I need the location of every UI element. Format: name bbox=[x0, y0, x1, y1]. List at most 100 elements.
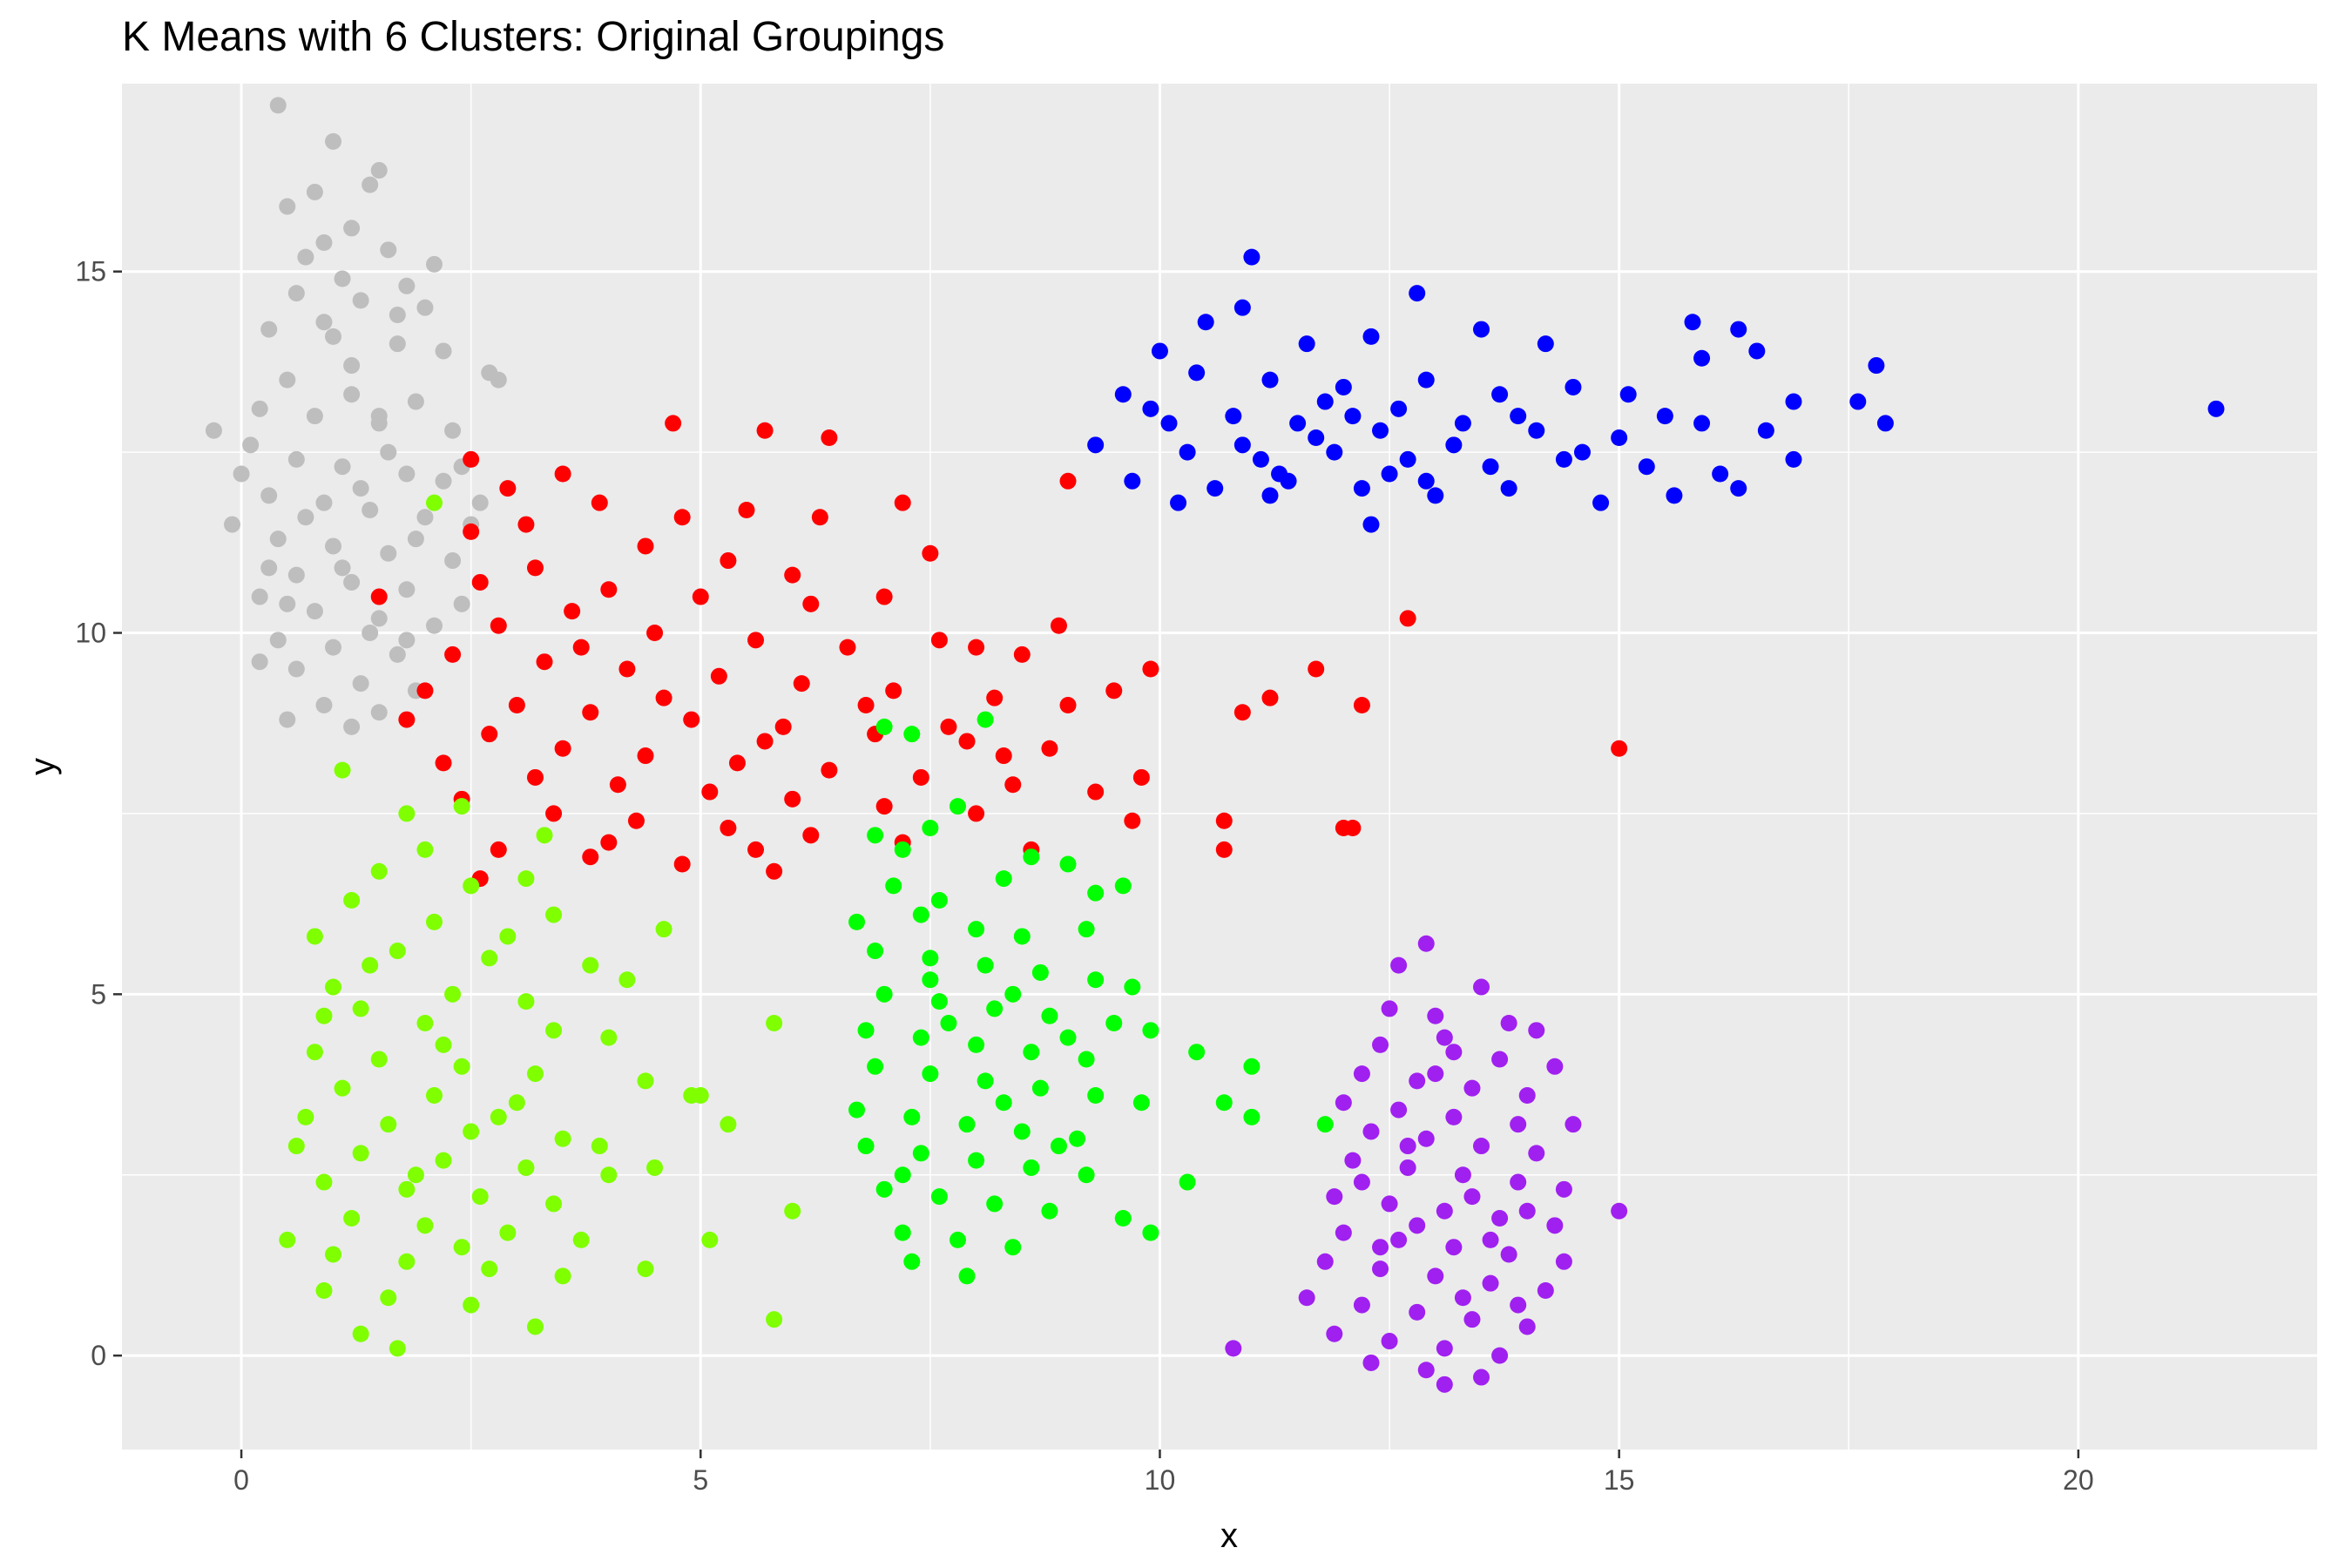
data-point bbox=[1243, 1058, 1260, 1075]
data-point bbox=[315, 234, 333, 252]
data-point bbox=[1170, 494, 1187, 511]
data-point bbox=[370, 408, 388, 425]
data-point bbox=[1730, 480, 1747, 497]
data-point bbox=[398, 632, 416, 649]
data-point bbox=[1372, 1036, 1389, 1053]
data-point bbox=[306, 183, 323, 200]
data-point bbox=[821, 761, 838, 779]
data-point bbox=[968, 639, 985, 656]
data-point bbox=[1004, 1239, 1022, 1256]
data-point bbox=[1308, 429, 1325, 447]
data-point bbox=[398, 1180, 416, 1198]
data-point bbox=[1482, 1274, 1499, 1292]
data-point bbox=[444, 552, 462, 570]
data-point bbox=[1271, 465, 1288, 483]
data-point bbox=[380, 443, 397, 461]
data-point bbox=[857, 1138, 875, 1155]
data-point bbox=[398, 1253, 416, 1270]
data-point bbox=[564, 603, 581, 620]
data-point bbox=[352, 292, 369, 309]
data-point bbox=[343, 718, 361, 735]
data-point bbox=[1124, 472, 1141, 490]
data-point bbox=[1454, 415, 1471, 432]
data-point bbox=[471, 494, 489, 511]
data-point bbox=[1142, 400, 1159, 417]
data-point bbox=[673, 855, 691, 873]
data-point bbox=[370, 704, 388, 721]
data-point bbox=[1528, 1145, 1545, 1162]
data-point bbox=[362, 956, 379, 974]
data-point bbox=[545, 805, 563, 822]
data-point bbox=[370, 588, 388, 605]
data-point bbox=[582, 956, 599, 974]
data-point bbox=[463, 450, 480, 468]
data-point bbox=[1473, 978, 1490, 996]
data-point bbox=[380, 1116, 397, 1133]
data-point bbox=[1684, 314, 1701, 331]
data-point bbox=[425, 617, 443, 634]
x-tick-label: 20 bbox=[2063, 1464, 2094, 1496]
data-point bbox=[784, 566, 801, 584]
axis-ticks: 0 5 10 15 20 0 5 10 15 bbox=[75, 256, 2093, 1496]
data-point bbox=[1528, 1022, 1545, 1039]
data-point bbox=[1491, 1347, 1509, 1364]
data-point bbox=[297, 1108, 314, 1125]
data-point bbox=[940, 1015, 957, 1032]
data-point bbox=[1510, 1296, 1527, 1314]
data-point bbox=[490, 1108, 507, 1125]
data-point bbox=[646, 625, 664, 642]
data-point bbox=[1362, 328, 1380, 345]
data-point bbox=[857, 696, 875, 713]
data-point bbox=[1592, 494, 1610, 511]
data-point bbox=[1693, 415, 1711, 432]
data-point bbox=[435, 1152, 452, 1169]
data-point bbox=[885, 682, 902, 700]
data-point bbox=[526, 768, 544, 786]
data-point bbox=[1463, 1311, 1481, 1328]
data-point bbox=[637, 747, 654, 765]
data-point bbox=[1362, 1354, 1380, 1371]
data-point bbox=[922, 544, 939, 562]
data-point bbox=[233, 465, 250, 483]
data-point bbox=[1427, 1065, 1444, 1083]
data-point bbox=[1417, 1362, 1435, 1379]
data-point bbox=[416, 299, 434, 316]
data-point bbox=[517, 870, 535, 888]
data-point bbox=[251, 653, 268, 671]
data-point bbox=[1344, 1152, 1362, 1169]
data-point bbox=[903, 1253, 921, 1270]
data-point bbox=[490, 617, 507, 634]
data-point bbox=[922, 1065, 939, 1083]
data-point bbox=[416, 682, 434, 700]
data-point bbox=[362, 501, 379, 518]
data-point bbox=[1132, 768, 1150, 786]
data-point bbox=[1013, 645, 1031, 663]
data-point bbox=[453, 1239, 470, 1256]
x-tick-label: 15 bbox=[1604, 1464, 1635, 1496]
data-point bbox=[1518, 1086, 1536, 1104]
data-point bbox=[1078, 921, 1095, 938]
data-point bbox=[315, 494, 333, 511]
data-point bbox=[463, 1123, 480, 1140]
data-point bbox=[912, 768, 929, 786]
data-point bbox=[986, 1000, 1004, 1017]
data-point bbox=[701, 1231, 719, 1248]
data-point bbox=[1050, 617, 1067, 634]
data-point bbox=[526, 1318, 544, 1335]
data-point bbox=[1261, 487, 1279, 504]
data-point bbox=[1427, 1007, 1444, 1024]
data-point bbox=[986, 689, 1004, 706]
data-point bbox=[582, 704, 599, 721]
data-point bbox=[665, 415, 682, 432]
data-point bbox=[1445, 436, 1463, 454]
data-point bbox=[279, 1231, 296, 1248]
data-point bbox=[1105, 682, 1123, 700]
data-point bbox=[352, 1145, 369, 1162]
data-point bbox=[1381, 1000, 1398, 1017]
data-point bbox=[875, 1180, 893, 1198]
data-point bbox=[1537, 1281, 1554, 1299]
data-point bbox=[894, 1166, 911, 1184]
data-point bbox=[1344, 408, 1362, 425]
data-point bbox=[526, 1065, 544, 1083]
data-point bbox=[940, 718, 957, 735]
